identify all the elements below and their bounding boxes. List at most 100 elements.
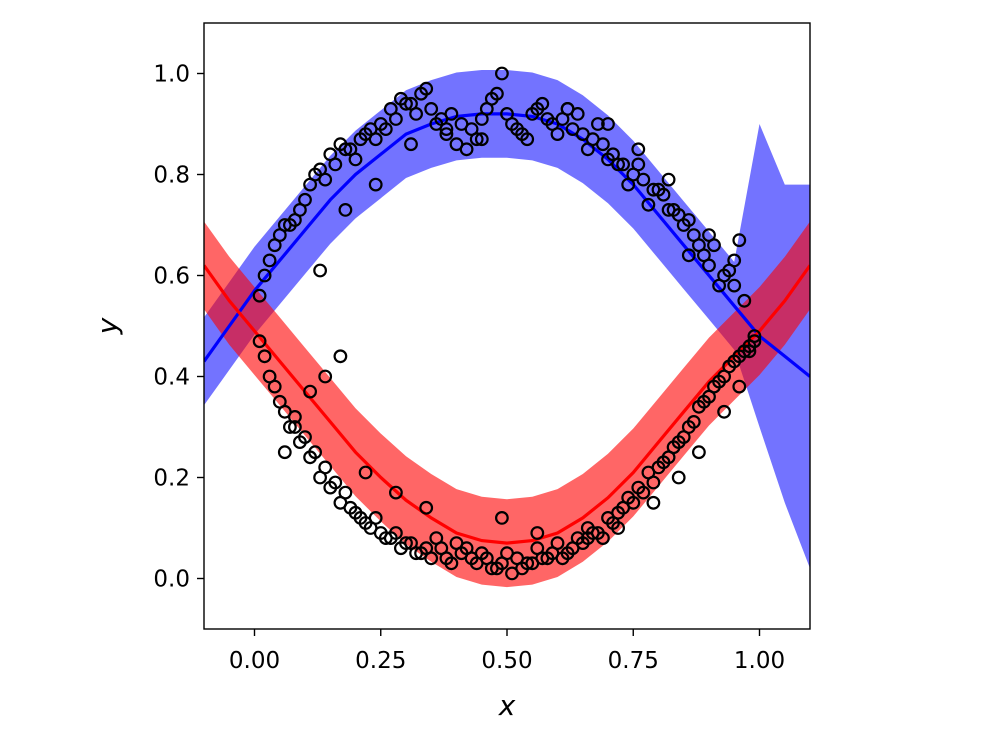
data-point: [671, 470, 686, 485]
y-axis-ticks: 0.0 0.2 0.4 0.6 0.8 1.0: [153, 62, 204, 593]
data-point: [540, 551, 555, 566]
data-point: [469, 132, 484, 147]
data-point: [702, 228, 716, 243]
data-point: [419, 500, 434, 515]
data-point: [737, 293, 752, 308]
data-point: [298, 430, 312, 445]
data-point: [338, 202, 353, 217]
data-point: [560, 546, 575, 561]
data-point: [596, 137, 610, 152]
data-point: [712, 278, 726, 293]
data-point: [580, 531, 595, 545]
data-point: [424, 101, 439, 116]
data-point: [692, 399, 706, 414]
data-point: [419, 81, 434, 96]
data-point: [671, 435, 686, 450]
data-point: [631, 142, 646, 157]
data-point: [631, 157, 646, 172]
data-point: [661, 172, 676, 187]
data-point: [267, 238, 282, 253]
data-point: [570, 531, 585, 545]
data-point: [328, 475, 343, 490]
data-point: [474, 132, 489, 147]
data-point: [308, 445, 323, 460]
data-point: [252, 288, 267, 303]
data-points: [252, 66, 762, 581]
y-tick-label: 0.2: [153, 466, 190, 492]
data-point: [702, 389, 716, 404]
data-point: [439, 122, 454, 137]
plot-area: [204, 66, 810, 588]
data-point: [681, 248, 696, 263]
data-point: [358, 465, 373, 480]
x-axis-label: x: [498, 689, 516, 722]
data-point: [267, 379, 282, 394]
data-point: [288, 410, 302, 424]
y-axis-label: y: [91, 317, 124, 335]
data-point: [333, 349, 348, 364]
data-point: [399, 536, 413, 550]
data-point: [318, 369, 333, 384]
data-point: [732, 233, 747, 248]
data-point: [429, 531, 444, 545]
data-point: [328, 157, 343, 172]
data-point: [378, 122, 393, 137]
data-point: [439, 127, 454, 142]
data-point: [611, 505, 625, 520]
data-point: [651, 182, 666, 197]
data-point: [389, 485, 403, 500]
data-point: [338, 142, 353, 157]
data-point: [495, 511, 509, 525]
data-point: [621, 490, 636, 505]
data-point: [479, 551, 494, 566]
data-point: [404, 137, 418, 152]
data-point: [727, 253, 742, 268]
data-point: [601, 117, 615, 131]
data-point: [348, 152, 363, 167]
data-point: [368, 511, 383, 525]
x-tick-label: 0.75: [608, 648, 659, 674]
data-point: [318, 460, 333, 475]
data-point: [500, 106, 514, 121]
data-point: [389, 112, 403, 126]
data-point: [298, 192, 312, 207]
data-point: [409, 106, 424, 121]
data-point: [611, 157, 625, 172]
data-point: [520, 556, 535, 571]
y-tick-label: 0.6: [153, 264, 190, 290]
x-axis-ticks: 0.00 0.25 0.50 0.75 1.00: [229, 629, 785, 674]
mean-line-blue: [204, 112, 810, 378]
data-point: [262, 253, 277, 268]
data-point: [550, 536, 565, 550]
data-point: [611, 521, 625, 535]
data-point: [681, 213, 696, 227]
data-point: [681, 420, 696, 434]
data-point: [591, 117, 605, 131]
data-point: [742, 339, 757, 354]
data-point: [419, 541, 434, 556]
data-point: [252, 334, 267, 349]
data-point: [530, 101, 545, 116]
data-point: [444, 106, 459, 121]
data-point: [257, 268, 272, 283]
data-point: [732, 379, 747, 394]
data-point: [651, 460, 666, 475]
data-point: [692, 445, 706, 460]
x-tick-label: 0.00: [229, 648, 280, 674]
data-point: [439, 551, 454, 566]
data-point: [580, 142, 595, 157]
data-point: [459, 142, 474, 157]
data-point: [288, 213, 302, 227]
data-point: [368, 132, 383, 147]
band-red: [204, 221, 810, 588]
data-point: [479, 101, 494, 116]
data-point: [459, 541, 474, 556]
data-point: [717, 404, 731, 419]
data-point: [490, 86, 504, 101]
y-tick-label: 0.0: [153, 567, 190, 593]
data-point: [318, 172, 333, 187]
data-point: [631, 480, 646, 495]
data-point: [313, 263, 328, 278]
data-point: [550, 127, 565, 142]
